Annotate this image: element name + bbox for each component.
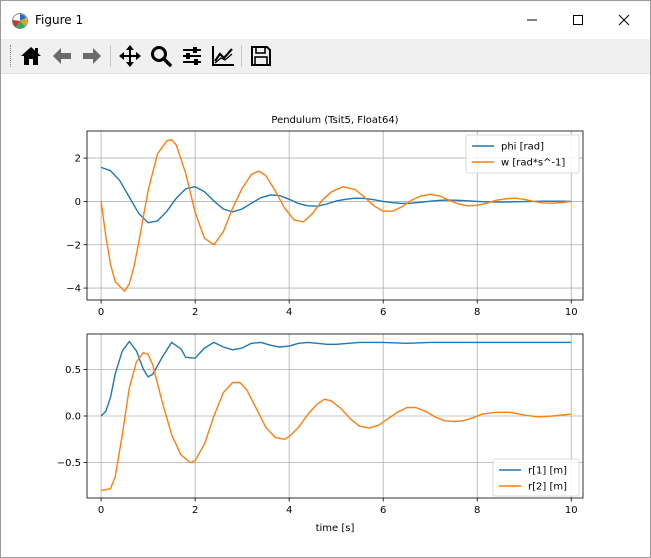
- window-title: Figure 1: [35, 13, 84, 27]
- axes-1: 0 2 4 6 8 10 −4 −2 0 2 Pendulum (Tsit5, Float64) ph…: [66, 115, 584, 318]
- matplotlib-app-icon: [12, 13, 28, 29]
- axes-2: 0 2 4 6 8 10 −0.5 0.0 0.5 time [s] r[1] [m] r[2] [m…: [57, 333, 584, 534]
- legend: r[1] [m] r[2] [m]: [492, 458, 580, 497]
- x-tick-label: 2: [192, 505, 198, 516]
- legend-entry: phi [rad]: [501, 142, 544, 153]
- title-bar: Figure 1: [1, 1, 650, 39]
- y-tick-label: 2: [75, 154, 81, 165]
- y-tick-label: −0.5: [57, 458, 81, 469]
- close-icon: [618, 14, 630, 26]
- x-tick-label: 0: [98, 307, 104, 318]
- series-line-1: [100, 340, 572, 417]
- axes-frame: [86, 130, 584, 301]
- legend-frame: [492, 458, 580, 497]
- x-axis-label: time [s]: [316, 523, 355, 534]
- edit-axis-button[interactable]: [209, 43, 237, 69]
- x-tick-label: 2: [192, 307, 198, 318]
- configure-subplots-icon: [183, 47, 201, 65]
- series-line-2: [100, 351, 572, 492]
- close-button[interactable]: [601, 1, 647, 39]
- save-icon: [251, 46, 271, 66]
- y-tick-label: 0.5: [65, 365, 81, 376]
- home-button[interactable]: [17, 43, 45, 69]
- forward-arrow-icon: [83, 48, 101, 64]
- x-tick-label: 8: [474, 307, 480, 318]
- zoom-icon: [151, 46, 172, 67]
- y-tick-label: 0.0: [65, 412, 81, 423]
- pan-icon: [119, 45, 141, 67]
- legend-entry: w [rad*s^-1]: [501, 158, 565, 169]
- home-icon: [21, 47, 41, 65]
- x-tick-label: 10: [565, 307, 578, 318]
- maximize-button[interactable]: [555, 1, 601, 39]
- save-button[interactable]: [247, 43, 275, 69]
- legend-frame: [465, 134, 580, 174]
- x-tick-label: 8: [474, 505, 480, 516]
- zoom-button[interactable]: [147, 43, 175, 69]
- x-tick-label: 6: [380, 505, 386, 516]
- toolbar-grip[interactable]: [10, 45, 13, 67]
- minimize-icon: [527, 19, 537, 21]
- back-arrow-icon: [53, 48, 71, 64]
- edit-axis-icon: [212, 46, 234, 66]
- y-tick-label: −2: [66, 240, 81, 251]
- minimize-button[interactable]: [509, 1, 555, 39]
- x-tick-label: 10: [565, 505, 578, 516]
- legend-entry: r[1] [m]: [528, 466, 567, 477]
- y-tick-label: −4: [66, 284, 81, 295]
- legend-entry: r[2] [m]: [528, 482, 567, 493]
- y-tick-label: 0: [75, 197, 81, 208]
- toolbar-separator: [241, 45, 242, 67]
- back-button[interactable]: [48, 43, 76, 69]
- x-tick-label: 4: [286, 307, 292, 318]
- configure-subplots-button[interactable]: [178, 43, 206, 69]
- series-line-1: [100, 166, 572, 224]
- x-tick-label: 0: [98, 505, 104, 516]
- chart-title: Pendulum (Tsit5, Float64): [271, 115, 398, 126]
- x-tick-label: 4: [286, 505, 292, 516]
- forward-button[interactable]: [78, 43, 106, 69]
- legend: phi [rad] w [rad*s^-1]: [465, 134, 580, 174]
- maximize-icon: [573, 15, 583, 25]
- series-line-2: [100, 138, 572, 293]
- figure-canvas[interactable]: 0 2 4 6 8 10 −4 −2 0 2 Pendulum (Tsit5, Float64) ph…: [1, 74, 650, 557]
- toolbar-separator: [110, 45, 111, 67]
- pan-button[interactable]: [116, 43, 144, 69]
- figure-svg: 0 2 4 6 8 10 −4 −2 0 2 Pendulum (Tsit5, Float64) ph…: [57, 115, 584, 534]
- x-tick-label: 6: [380, 307, 386, 318]
- navigation-toolbar: [1, 39, 650, 74]
